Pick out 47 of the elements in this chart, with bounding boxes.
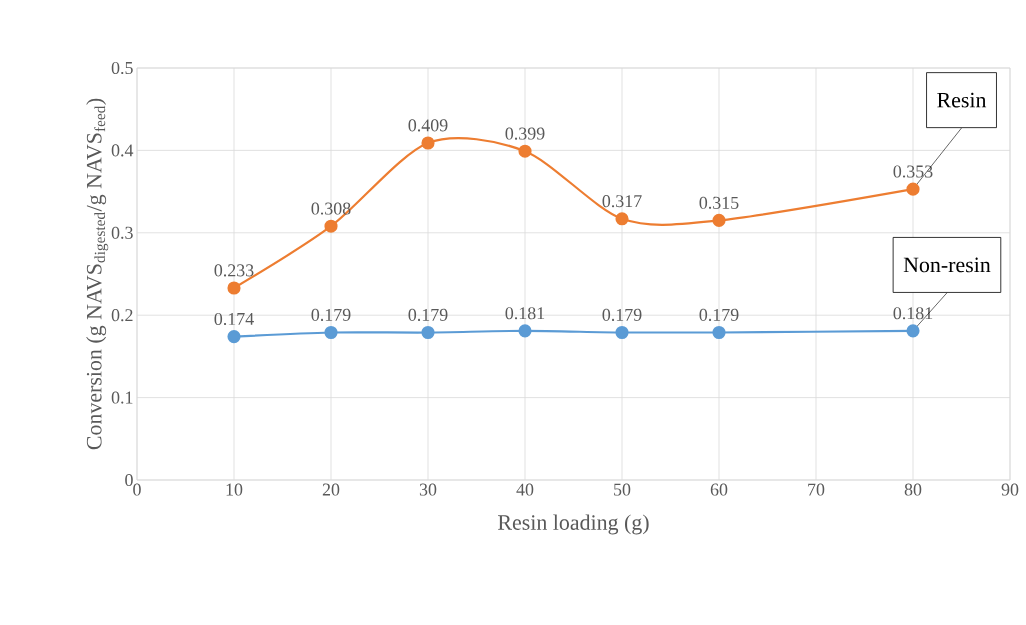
point [421,136,435,150]
y-tick-label: 0.5 [111,61,133,75]
y-axis-title: Conversion (g NAVS$_{digested}$/g NAVS$_{feed}$) [86,98,109,450]
x-tick-label: 10 [226,483,243,496]
data-label: 0.181 [505,307,545,320]
x-tick-label: 60 [710,483,728,496]
point [518,144,532,158]
y-tick-label: 0.4 [111,144,134,157]
x-tick-label: 90 [1001,483,1019,496]
y-tick-label: 0.1 [111,391,133,404]
x-tick-label: 40 [516,483,534,496]
point [324,219,338,233]
point [227,330,241,344]
point [227,281,241,295]
point [906,182,920,196]
data-label: 0.399 [505,127,545,140]
point [324,325,338,340]
x-tick-label: 50 [614,483,631,496]
point [906,324,920,338]
point [421,325,435,340]
x-tick-label: 80 [904,483,922,496]
x-tick-label: 30 [419,483,437,496]
y-tick-label: 0.2 [111,309,133,322]
text: Non-resin [903,257,991,273]
x-tick-label: 70 [808,483,825,496]
data-label: 0.409 [408,119,448,132]
data-label: 0.179 [311,308,351,321]
data-label: 0.317 [602,195,642,208]
data-label: 0.353 [893,165,933,178]
y-tick-label: 0.3 [111,226,133,239]
data-label: 0.179 [408,308,448,321]
text: Resin [937,92,987,108]
data-label: 0.308 [311,202,351,215]
point [518,324,532,338]
data-label: 0.174 [214,312,254,326]
x-tick-label: 20 [322,483,340,496]
data-label: 0.315 [699,196,739,209]
y-tick-label: 0 [125,473,133,487]
point [615,212,629,226]
data-label: 0.233 [214,264,254,277]
point [615,325,629,340]
point [712,213,726,228]
data-label: 0.179 [699,308,739,321]
x-axis-title: Resin loading (g) [498,514,649,535]
x-tick-label: 0 [133,483,141,496]
data-label: 0.179 [602,308,642,321]
point [712,325,726,340]
